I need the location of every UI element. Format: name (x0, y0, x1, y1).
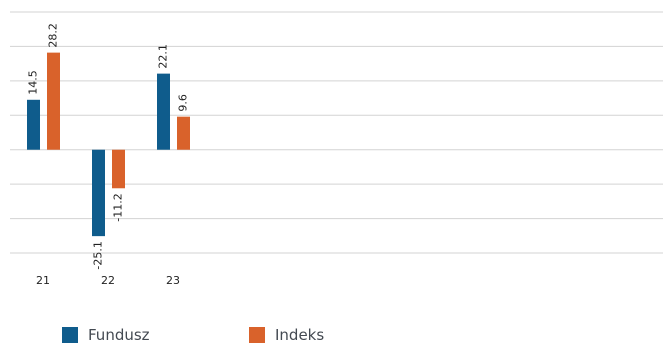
value-label-indeks-21: 28.2 (47, 23, 60, 48)
legend-item-indeks: Indeks (249, 325, 324, 345)
value-label-indeks-22: -11.2 (112, 193, 125, 221)
legend-label-indeks: Indeks (275, 326, 325, 344)
bar-fundusz-22 (92, 149, 105, 237)
legend-item-fundusz: Fundusz (62, 325, 150, 345)
value-label-fundusz-23: 22.1 (157, 44, 170, 69)
value-label-fundusz-21: 14.5 (27, 70, 40, 95)
value-label-indeks-23: 9.6 (177, 94, 190, 112)
gridlines (10, 11, 663, 254)
x-tick-labels: 21 22 23 (36, 274, 180, 287)
bar-indeks-22 (112, 149, 125, 189)
bar-indeks-23 (177, 116, 190, 150)
bar-fundusz-21 (27, 99, 40, 150)
bar-chart: 14.5 28.2 -25.1 -11.2 22.1 9.6 21 22 23 (10, 11, 663, 287)
bar-indeks-21 (47, 52, 60, 150)
bar-fundusz-23 (157, 73, 170, 150)
x-tick-label-22: 22 (101, 274, 115, 287)
x-tick-label-23: 23 (166, 274, 180, 287)
value-labels: 14.5 28.2 -25.1 -11.2 22.1 9.6 (27, 23, 190, 269)
value-label-fundusz-22: -25.1 (92, 241, 105, 269)
x-tick-label-21: 21 (36, 274, 50, 287)
legend-label-fundusz: Fundusz (88, 326, 150, 344)
legend-swatch-fundusz (62, 327, 78, 343)
bars (27, 52, 190, 237)
legend-swatch-indeks (249, 327, 265, 343)
